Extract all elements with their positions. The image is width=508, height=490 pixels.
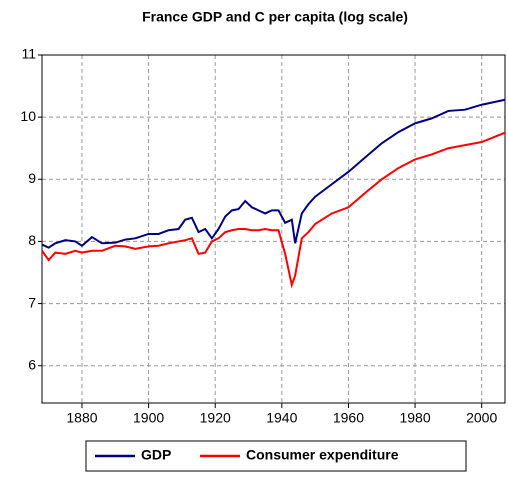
legend-label: GDP: [141, 447, 171, 463]
x-tick-label: 1920: [200, 410, 231, 426]
legend-label: Consumer expenditure: [246, 447, 399, 463]
legend-box: [85, 440, 467, 472]
x-tick-label: 1980: [399, 410, 430, 426]
chart-title: France GDP and C per capita (log scale): [142, 9, 408, 25]
x-tick-label: 1940: [266, 410, 297, 426]
y-tick-label: 9: [28, 170, 36, 186]
plot-frame: [41, 54, 506, 404]
x-tick-label: 1880: [66, 410, 97, 426]
x-tick-label: 1960: [333, 410, 364, 426]
y-tick-label: 6: [28, 356, 36, 372]
y-tick-label: 8: [28, 232, 36, 248]
x-tick-label: 1900: [133, 410, 164, 426]
series-line: [41, 131, 506, 289]
series-line: [41, 98, 506, 249]
y-tick-label: 11: [21, 46, 36, 62]
y-tick-label: 10: [20, 108, 36, 124]
x-tick-label: 2000: [466, 410, 497, 426]
y-tick-label: 7: [28, 294, 36, 310]
